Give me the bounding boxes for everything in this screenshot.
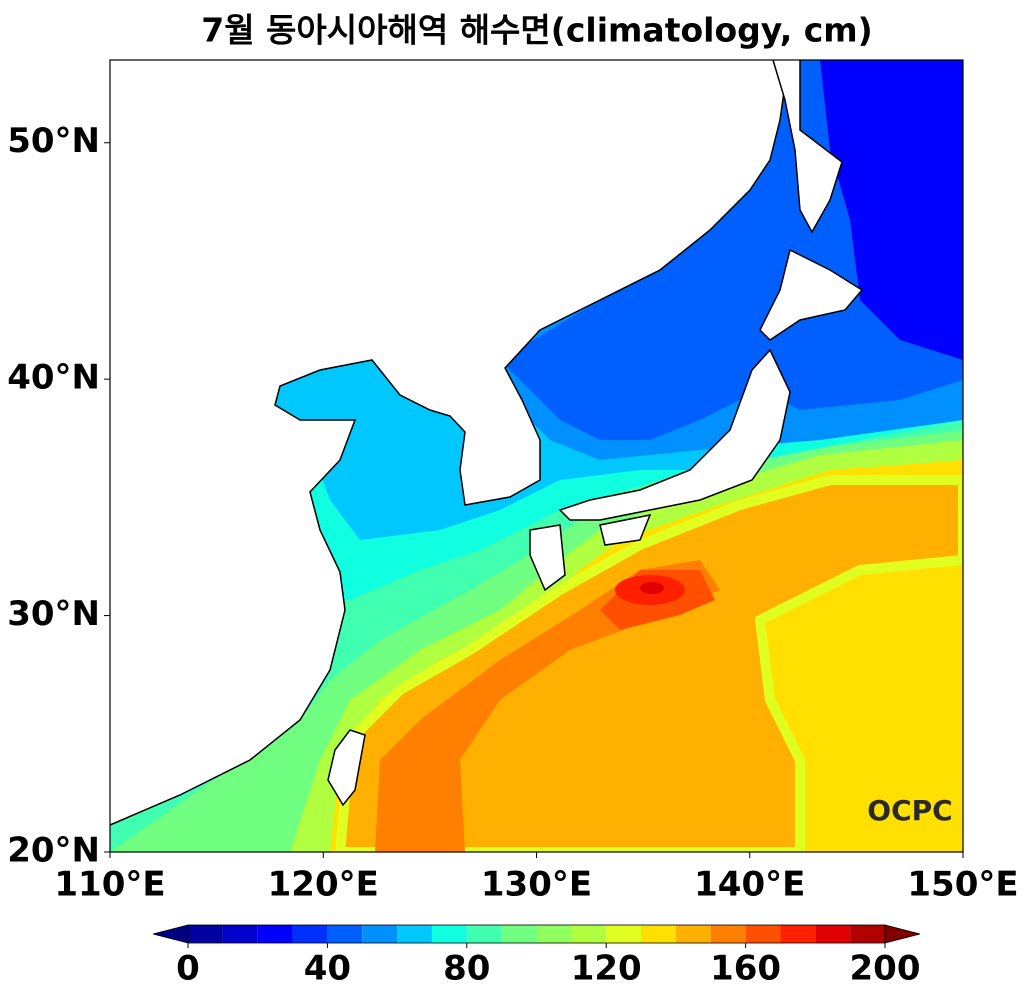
colorbar-segment — [397, 925, 432, 943]
land — [110, 60, 864, 828]
colorbar-tick-label: 0 — [176, 949, 200, 989]
colorbar-segment — [188, 925, 223, 943]
x-tick-label: 130°E — [481, 865, 592, 905]
x-tick-label: 140°E — [694, 865, 805, 905]
colorbar-segment — [780, 925, 816, 943]
colorbar-tick-label: 80 — [443, 949, 490, 989]
colorbar-segment — [257, 925, 293, 943]
contour-region — [335, 475, 963, 852]
y-tick-label: 20°N — [7, 831, 100, 871]
colorbar-tick-label: 120 — [571, 949, 642, 989]
x-tick-label: 120°E — [268, 865, 379, 905]
land-honshu — [558, 348, 791, 521]
colorbar-segment — [431, 925, 467, 943]
contour-region — [820, 60, 963, 360]
land-kyushu — [529, 524, 566, 592]
colorbar-segment — [222, 925, 258, 943]
colorbar-segment — [641, 925, 676, 943]
colorbar-segment — [292, 925, 328, 943]
colorbar-segment — [571, 925, 607, 943]
y-tick-label: 40°N — [7, 358, 100, 398]
colorbar-segment — [850, 925, 885, 943]
colorbar-segment — [606, 925, 642, 943]
y-tick-label: 50°N — [7, 121, 100, 161]
colorbar-segment — [745, 925, 781, 943]
colorbar-segment — [710, 925, 746, 943]
logo: OCPC — [867, 794, 952, 827]
colorbar-segment — [362, 925, 398, 943]
land-shikoku — [599, 513, 652, 546]
colorbar-tick-label: 40 — [304, 949, 351, 989]
land-hokkaido — [759, 248, 864, 341]
colorbar-frame — [187, 924, 886, 944]
colorbar-segment — [327, 925, 363, 943]
colorbar-tick-label: 200 — [850, 949, 921, 989]
contour-region — [640, 582, 664, 594]
x-tick-label: 110°E — [54, 865, 165, 905]
land-asia — [110, 60, 790, 828]
colorbar-segment — [466, 925, 502, 943]
colorbar-segment — [675, 925, 711, 943]
colorbar-segment — [501, 925, 537, 943]
land-taiwan — [327, 729, 366, 807]
colorbar-segment — [815, 925, 851, 943]
colorbar-extend-min — [152, 924, 189, 944]
x-tick-label: 150°E — [907, 865, 1018, 905]
y-tick-label: 30°N — [7, 594, 100, 634]
colorbar-segment — [536, 925, 572, 943]
land-sakhalin — [772, 60, 843, 234]
colorbar-tick-label: 160 — [710, 949, 781, 989]
colorbar-extend-max — [884, 924, 921, 944]
map-title: 7월 동아시아해역 해수면(climatology, cm) — [201, 11, 873, 50]
